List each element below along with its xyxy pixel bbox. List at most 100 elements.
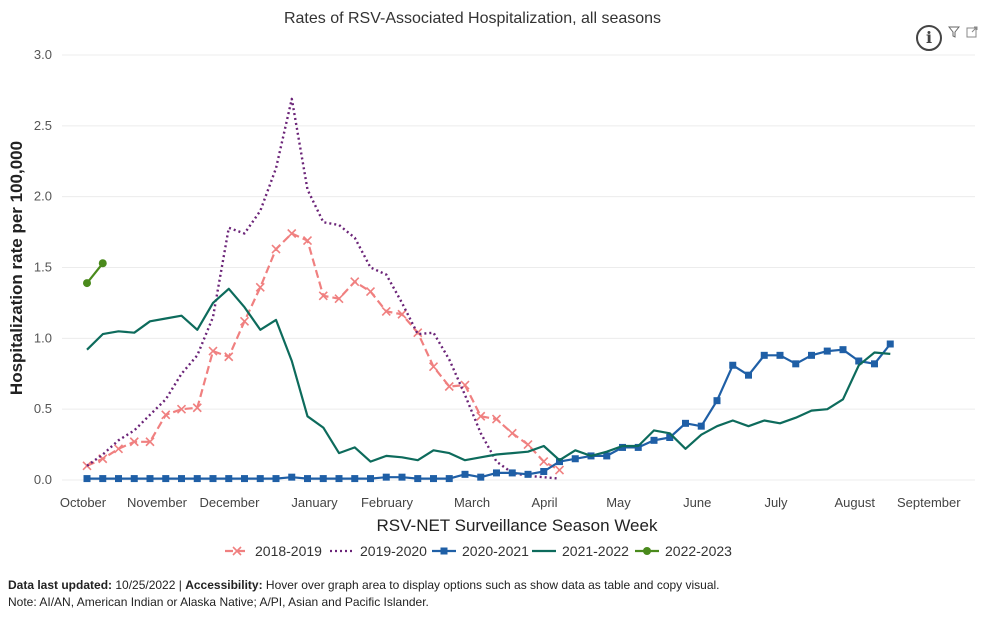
data-point[interactable] bbox=[382, 473, 390, 481]
data-point[interactable] bbox=[83, 475, 91, 483]
data-point[interactable] bbox=[209, 475, 217, 483]
data-point[interactable] bbox=[571, 455, 579, 463]
series-line[interactable] bbox=[86, 287, 891, 463]
series-2020-2021[interactable] bbox=[83, 340, 894, 483]
data-point[interactable] bbox=[839, 346, 847, 354]
data-point[interactable] bbox=[477, 473, 485, 481]
data-point[interactable] bbox=[272, 475, 280, 483]
data-point[interactable] bbox=[288, 473, 296, 481]
series-line[interactable] bbox=[86, 97, 560, 480]
data-point[interactable] bbox=[398, 473, 406, 481]
data-point[interactable] bbox=[381, 306, 391, 316]
data-point[interactable] bbox=[98, 259, 107, 268]
data-point[interactable] bbox=[776, 351, 784, 359]
data-point[interactable] bbox=[224, 352, 234, 362]
data-point[interactable] bbox=[271, 244, 281, 254]
data-point[interactable] bbox=[208, 346, 218, 356]
data-point[interactable] bbox=[428, 362, 439, 372]
data-point[interactable] bbox=[318, 291, 328, 301]
data-point[interactable] bbox=[178, 475, 185, 483]
data-point[interactable] bbox=[319, 475, 327, 483]
data-point[interactable] bbox=[871, 360, 878, 368]
data-point[interactable] bbox=[445, 475, 453, 483]
series-line[interactable] bbox=[87, 343, 892, 480]
data-point[interactable] bbox=[414, 475, 422, 483]
data-point[interactable] bbox=[334, 294, 344, 304]
data-point[interactable] bbox=[351, 475, 359, 483]
info-icon[interactable]: i bbox=[916, 25, 942, 51]
series-line[interactable] bbox=[86, 262, 104, 284]
data-point[interactable] bbox=[650, 436, 658, 444]
data-point[interactable] bbox=[666, 434, 674, 441]
data-point[interactable] bbox=[886, 340, 894, 348]
data-point[interactable] bbox=[99, 475, 107, 483]
series-line[interactable] bbox=[86, 232, 561, 472]
data-point[interactable] bbox=[476, 411, 486, 421]
data-point[interactable] bbox=[113, 444, 124, 454]
data-point[interactable] bbox=[83, 279, 91, 288]
data-point[interactable] bbox=[176, 404, 187, 414]
data-point[interactable] bbox=[161, 410, 171, 420]
data-point[interactable] bbox=[823, 347, 831, 355]
legend-item[interactable]: 2020-2021 bbox=[432, 543, 529, 559]
data-point[interactable] bbox=[162, 475, 170, 483]
data-point[interactable] bbox=[193, 475, 201, 483]
data-point[interactable] bbox=[491, 414, 502, 424]
series-2019-2020[interactable] bbox=[86, 97, 560, 480]
data-point[interactable] bbox=[461, 470, 469, 478]
data-point[interactable] bbox=[643, 547, 651, 555]
data-point[interactable] bbox=[729, 361, 737, 369]
series-layer[interactable] bbox=[82, 97, 894, 483]
legend-item[interactable]: 2022-2023 bbox=[635, 543, 732, 559]
data-point[interactable] bbox=[682, 419, 689, 427]
series-2021-2022[interactable] bbox=[86, 287, 891, 463]
data-point[interactable] bbox=[808, 351, 815, 359]
data-point[interactable] bbox=[225, 475, 233, 483]
data-point[interactable] bbox=[540, 468, 548, 475]
data-point[interactable] bbox=[302, 236, 313, 246]
expand-icon[interactable] bbox=[966, 26, 978, 38]
data-point[interactable] bbox=[760, 351, 768, 359]
legend-item[interactable]: 2019-2020 bbox=[330, 543, 427, 559]
data-point[interactable] bbox=[413, 328, 423, 338]
data-point[interactable] bbox=[239, 316, 250, 326]
data-point[interactable] bbox=[367, 475, 374, 483]
data-point[interactable] bbox=[430, 475, 437, 483]
legend-item[interactable]: 2021-2022 bbox=[532, 543, 629, 559]
data-point[interactable] bbox=[493, 469, 500, 477]
data-point[interactable] bbox=[440, 547, 448, 555]
data-point[interactable] bbox=[508, 469, 516, 477]
data-point[interactable] bbox=[444, 381, 454, 392]
series-2022-2023[interactable] bbox=[83, 259, 107, 288]
data-point[interactable] bbox=[524, 470, 532, 478]
data-point[interactable] bbox=[255, 282, 265, 292]
data-point[interactable] bbox=[365, 287, 376, 297]
data-point[interactable] bbox=[713, 397, 721, 405]
data-point[interactable] bbox=[523, 440, 533, 450]
data-point[interactable] bbox=[145, 437, 155, 447]
data-point[interactable] bbox=[745, 371, 752, 379]
data-point[interactable] bbox=[256, 475, 264, 483]
data-point[interactable] bbox=[232, 546, 242, 556]
data-point[interactable] bbox=[397, 309, 407, 319]
data-point[interactable] bbox=[115, 475, 122, 483]
data-point[interactable] bbox=[603, 452, 611, 460]
data-point[interactable] bbox=[556, 458, 563, 466]
chart-area[interactable]: 0.0 0.5 1.0 1.5 2.0 2.5 3.0 October November Dec… bbox=[0, 0, 1000, 570]
data-point[interactable] bbox=[350, 277, 360, 287]
data-point[interactable] bbox=[855, 357, 863, 365]
series-2018-2019[interactable] bbox=[82, 228, 565, 475]
data-point[interactable] bbox=[192, 403, 202, 413]
data-point[interactable] bbox=[304, 475, 311, 483]
data-point[interactable] bbox=[287, 228, 297, 239]
data-point[interactable] bbox=[146, 475, 154, 483]
data-point[interactable] bbox=[130, 475, 138, 483]
data-point[interactable] bbox=[697, 422, 705, 430]
data-point[interactable] bbox=[619, 443, 626, 451]
data-point[interactable] bbox=[539, 457, 549, 467]
data-point[interactable] bbox=[554, 465, 565, 475]
data-point[interactable] bbox=[507, 428, 517, 438]
data-point[interactable] bbox=[335, 475, 343, 483]
data-point[interactable] bbox=[241, 475, 248, 483]
filter-icon[interactable] bbox=[948, 26, 960, 38]
